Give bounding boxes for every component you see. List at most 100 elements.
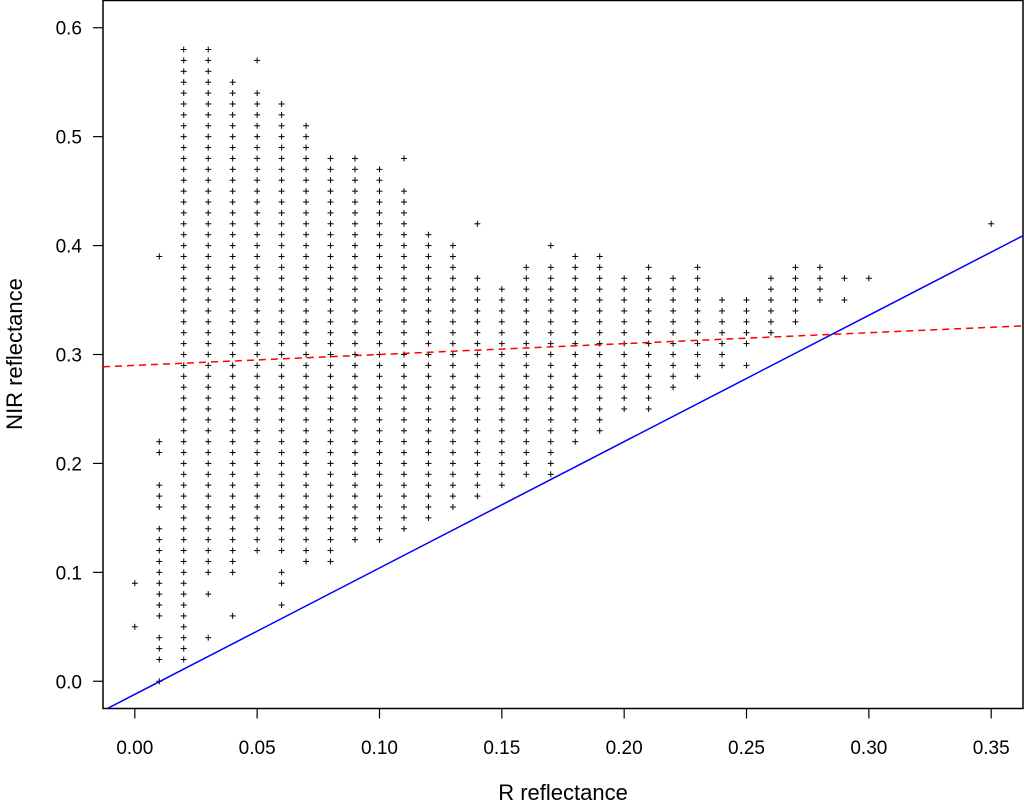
data-point — [205, 209, 212, 216]
data-point — [425, 362, 432, 369]
data-point — [400, 373, 407, 380]
data-point — [327, 373, 334, 380]
data-point — [352, 242, 359, 249]
data-point — [400, 503, 407, 510]
data-point — [229, 264, 236, 271]
data-point — [278, 133, 285, 140]
data-point — [449, 416, 456, 423]
data-point — [425, 514, 432, 521]
data-point — [205, 122, 212, 129]
data-point — [229, 373, 236, 380]
data-point — [449, 253, 456, 260]
data-point — [278, 395, 285, 402]
data-point — [229, 536, 236, 543]
data-point — [474, 275, 481, 282]
data-point — [400, 155, 407, 162]
data-point — [523, 384, 530, 391]
data-point — [327, 286, 334, 293]
data-point — [841, 297, 848, 304]
data-point — [596, 427, 603, 434]
data-point — [254, 416, 261, 423]
data-point — [327, 318, 334, 325]
data-point — [229, 427, 236, 434]
data-point — [156, 612, 163, 619]
data-point — [352, 493, 359, 500]
data-point — [792, 286, 799, 293]
data-point — [278, 493, 285, 500]
data-point — [792, 307, 799, 314]
data-point — [278, 384, 285, 391]
data-point — [596, 351, 603, 358]
data-point — [205, 253, 212, 260]
data-point — [303, 286, 310, 293]
data-point — [572, 416, 579, 423]
data-point — [352, 514, 359, 521]
data-point — [596, 340, 603, 347]
data-point — [303, 493, 310, 500]
data-point — [670, 384, 677, 391]
data-point — [278, 144, 285, 151]
data-point — [229, 155, 236, 162]
data-point — [278, 188, 285, 195]
data-point — [327, 307, 334, 314]
data-point — [767, 297, 774, 304]
data-point — [400, 514, 407, 521]
data-point — [205, 514, 212, 521]
data-point — [180, 177, 187, 184]
data-point — [449, 297, 456, 304]
data-point — [205, 547, 212, 554]
data-point — [719, 340, 726, 347]
data-point — [425, 231, 432, 238]
data-point — [205, 144, 212, 151]
data-point — [229, 199, 236, 206]
data-point — [229, 188, 236, 195]
data-point — [547, 297, 554, 304]
data-point — [523, 362, 530, 369]
data-point — [254, 231, 261, 238]
data-point — [376, 177, 383, 184]
data-point — [205, 220, 212, 227]
data-point — [474, 373, 481, 380]
data-point — [205, 373, 212, 380]
data-point — [449, 264, 456, 271]
data-point — [278, 405, 285, 412]
data-point — [523, 340, 530, 347]
data-point — [645, 373, 652, 380]
data-point — [254, 405, 261, 412]
data-point — [523, 318, 530, 325]
data-point — [376, 416, 383, 423]
data-point — [254, 471, 261, 478]
data-point — [254, 329, 261, 336]
data-point — [425, 329, 432, 336]
data-point — [229, 547, 236, 554]
data-point — [694, 362, 701, 369]
data-point — [572, 427, 579, 434]
x-tick-label: 0.20 — [606, 738, 643, 759]
data-point — [596, 416, 603, 423]
data-point — [400, 199, 407, 206]
data-point — [229, 166, 236, 173]
data-point — [474, 307, 481, 314]
data-point — [352, 373, 359, 380]
data-point — [180, 209, 187, 216]
data-point — [425, 286, 432, 293]
data-point — [278, 547, 285, 554]
data-point — [449, 307, 456, 314]
data-point — [547, 307, 554, 314]
data-point — [572, 405, 579, 412]
data-point — [229, 111, 236, 118]
data-point — [400, 449, 407, 456]
data-point — [254, 133, 261, 140]
data-point — [400, 286, 407, 293]
data-point — [352, 395, 359, 402]
y-tick-label: 0.5 — [56, 128, 82, 149]
data-point — [645, 307, 652, 314]
data-point — [572, 395, 579, 402]
data-point — [547, 405, 554, 412]
data-point — [523, 297, 530, 304]
data-point — [498, 471, 505, 478]
data-point — [278, 482, 285, 489]
data-point — [180, 275, 187, 282]
data-point — [205, 275, 212, 282]
data-point — [229, 133, 236, 140]
